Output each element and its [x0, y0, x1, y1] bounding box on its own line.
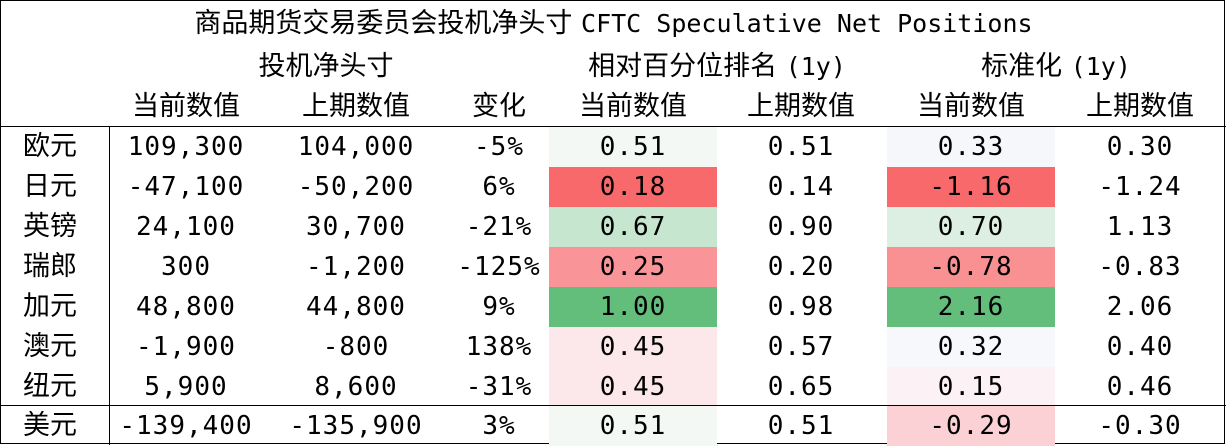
column-header: 变化 [472, 91, 526, 122]
column-header-row: 当前数值 上期数值 变化 当前数值 上期数值 当前数值 上期数值 [1, 87, 1226, 127]
cell-chg: 6% [482, 172, 516, 202]
cell-chg: -125% [457, 252, 541, 282]
cell-pct-prev: 0.98 [767, 292, 835, 322]
cell-z-cur: -1.16 [887, 167, 1055, 207]
cell-cur: -47,100 [127, 172, 245, 202]
title-zh: 商品期货交易委员会投机净头寸 [194, 8, 573, 39]
cell-pct-prev: 0.65 [767, 372, 835, 402]
cell-pct-prev: 0.51 [767, 411, 835, 441]
cell-z-prev: 1.13 [1106, 212, 1174, 242]
cell-cur: 24,100 [136, 212, 236, 242]
cell-cur: -139,400 [119, 411, 253, 441]
cell-pct-prev: 0.20 [767, 252, 835, 282]
currency-name: 瑞郎 [23, 251, 77, 282]
cell-chg: -5% [474, 132, 524, 162]
table-row: 纽元 5,900 8,600 -31% 0.45 0.65 0.15 0.46 [1, 367, 1226, 407]
cell-z-cur: 0.33 [887, 127, 1055, 167]
cell-z-prev: 2.06 [1106, 292, 1174, 322]
cell-z-cur: -0.29 [887, 406, 1055, 446]
cell-pct-cur: 0.51 [549, 406, 717, 446]
name-column-divider [109, 127, 110, 445]
table-row: 加元 48,800 44,800 9% 1.00 0.98 2.16 2.06 [1, 287, 1226, 327]
cell-pct-cur: 0.67 [549, 207, 717, 247]
cell-prev: 30,700 [306, 212, 406, 242]
currency-name: 欧元 [23, 131, 77, 162]
header-divider [1, 126, 1226, 127]
cell-prev: -135,900 [289, 411, 423, 441]
cell-z-prev: 0.30 [1106, 132, 1174, 162]
currency-name: 日元 [23, 171, 77, 202]
table-row: 瑞郎 300 -1,200 -125% 0.25 0.20 -0.78 -0.83 [1, 247, 1226, 287]
currency-name: 英镑 [23, 211, 77, 242]
cell-z-prev: -1.24 [1098, 172, 1182, 202]
group-period: (1y) [1070, 52, 1131, 81]
currency-name: 澳元 [23, 331, 77, 362]
cell-z-cur: 0.32 [887, 327, 1055, 367]
column-header: 上期数值 [302, 91, 410, 122]
cell-cur: 109,300 [127, 132, 245, 162]
cell-z-prev: 0.46 [1106, 372, 1174, 402]
cell-prev: -800 [322, 332, 390, 362]
table-row: 日元 -47,100 -50,200 6% 0.18 0.14 -1.16 -1.24 [1, 167, 1226, 207]
cell-chg: -31% [465, 372, 533, 402]
cell-pct-cur: 0.25 [549, 247, 717, 287]
group-label: 投机净头寸 [258, 51, 394, 82]
cell-pct-cur: 1.00 [549, 287, 717, 327]
cell-pct-prev: 0.51 [767, 132, 835, 162]
cell-chg: 3% [482, 411, 516, 441]
cell-z-cur: -0.78 [887, 247, 1055, 287]
cell-pct-cur: 0.45 [549, 367, 717, 407]
cell-prev: 8,600 [314, 372, 398, 402]
cell-pct-cur: 0.18 [549, 167, 717, 207]
cell-chg: 138% [465, 332, 533, 362]
group-label: 相对百分位排名 [588, 51, 778, 82]
group-period: (1y) [785, 52, 846, 81]
group-header-zscore: 标准化 (1y) [887, 47, 1225, 87]
cell-cur: 48,800 [136, 292, 236, 322]
cell-cur: 5,900 [144, 372, 228, 402]
currency-name: 纽元 [23, 371, 77, 402]
cell-chg: -21% [465, 212, 533, 242]
cell-z-cur: 2.16 [887, 287, 1055, 327]
usd-divider [1, 405, 1226, 406]
column-header: 当前数值 [579, 91, 687, 122]
cell-z-cur: 0.15 [887, 367, 1055, 407]
table-row: 欧元 109,300 104,000 -5% 0.51 0.51 0.33 0.30 [1, 127, 1226, 167]
cell-z-cur: 0.70 [887, 207, 1055, 247]
title-en: CFTC Speculative Net Positions [581, 9, 1033, 38]
column-header: 上期数值 [747, 91, 855, 122]
cell-prev: 44,800 [306, 292, 406, 322]
cell-pct-cur: 0.45 [549, 327, 717, 367]
currency-name: 加元 [23, 291, 77, 322]
column-header: 上期数值 [1086, 91, 1194, 122]
cell-z-prev: -0.30 [1098, 411, 1182, 441]
cell-pct-cur: 0.51 [549, 127, 717, 167]
cell-z-prev: -0.83 [1098, 252, 1182, 282]
cell-prev: -1,200 [306, 252, 406, 282]
group-label: 标准化 [981, 51, 1063, 82]
table-row: 英镑 24,100 30,700 -21% 0.67 0.90 0.70 1.13 [1, 207, 1226, 247]
cell-z-prev: 0.40 [1106, 332, 1174, 362]
cell-pct-prev: 0.90 [767, 212, 835, 242]
cell-cur: -1,900 [136, 332, 236, 362]
cell-pct-prev: 0.57 [767, 332, 835, 362]
cell-prev: -50,200 [297, 172, 415, 202]
column-header: 当前数值 [917, 91, 1025, 122]
group-header-net-positions: 投机净头寸 [199, 47, 453, 87]
currency-name: 美元 [23, 410, 77, 441]
cell-pct-prev: 0.14 [767, 172, 835, 202]
cell-cur: 300 [161, 252, 211, 282]
table-row: 澳元 -1,900 -800 138% 0.45 0.57 0.32 0.40 [1, 327, 1226, 367]
cell-prev: 104,000 [297, 132, 415, 162]
column-header: 当前数值 [132, 91, 240, 122]
cell-chg: 9% [482, 292, 516, 322]
group-header-percentile: 相对百分位排名 (1y) [549, 47, 885, 87]
table-title: 商品期货交易委员会投机净头寸 CFTC Speculative Net Posi… [1, 3, 1226, 45]
table-row: 美元 -139,400 -135,900 3% 0.51 0.51 -0.29 -0.30 [1, 406, 1226, 446]
